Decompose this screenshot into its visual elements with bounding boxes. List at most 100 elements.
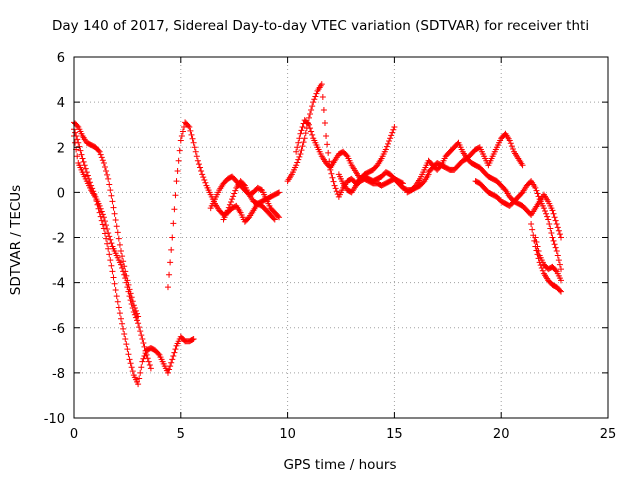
data-point bbox=[300, 139, 307, 146]
data-point bbox=[191, 144, 198, 151]
data-point bbox=[299, 143, 306, 150]
data-point bbox=[126, 356, 133, 363]
data-point bbox=[111, 280, 118, 287]
data-point bbox=[108, 192, 115, 199]
data-point bbox=[121, 330, 128, 337]
grid bbox=[74, 57, 608, 418]
data-point bbox=[558, 277, 565, 284]
data-point bbox=[78, 151, 85, 158]
data-point bbox=[80, 158, 87, 165]
data-point bbox=[509, 145, 516, 152]
data-point bbox=[116, 241, 123, 248]
y-tick-label: -2 bbox=[52, 232, 65, 247]
data-point bbox=[556, 261, 563, 268]
data-point bbox=[105, 175, 112, 182]
data-point bbox=[332, 185, 339, 192]
data-point bbox=[81, 162, 88, 169]
data-point bbox=[519, 162, 526, 169]
data-point bbox=[135, 381, 142, 388]
data-point bbox=[313, 90, 320, 97]
data-point bbox=[79, 155, 86, 162]
x-tick-label: 0 bbox=[70, 427, 78, 442]
y-tick-label: 6 bbox=[57, 51, 65, 66]
series-track-4 bbox=[164, 119, 283, 291]
data-point bbox=[105, 245, 112, 252]
data-point bbox=[307, 110, 314, 117]
data-point bbox=[103, 235, 110, 242]
data-point bbox=[166, 271, 173, 278]
data-point bbox=[538, 264, 545, 271]
data-point bbox=[296, 153, 303, 160]
data-point bbox=[166, 366, 173, 373]
data-point bbox=[132, 307, 139, 314]
data-point bbox=[129, 368, 136, 375]
data-point bbox=[224, 207, 231, 214]
data-point bbox=[552, 217, 559, 224]
data-point bbox=[186, 123, 193, 130]
y-tick-label: -4 bbox=[52, 277, 65, 292]
data-point bbox=[164, 369, 171, 376]
data-point bbox=[174, 167, 181, 174]
data-point bbox=[312, 93, 319, 100]
data-point bbox=[74, 136, 81, 143]
data-point bbox=[95, 147, 102, 154]
data-point bbox=[240, 181, 247, 188]
data-point bbox=[539, 267, 546, 274]
data-point bbox=[97, 151, 104, 158]
y-axis-label: SDTVAR / TECUs bbox=[8, 184, 24, 296]
data-point bbox=[178, 132, 185, 139]
data-point bbox=[169, 356, 176, 363]
data-point bbox=[384, 140, 391, 147]
data-point bbox=[122, 336, 129, 343]
data-point bbox=[98, 154, 105, 161]
data-point bbox=[106, 181, 113, 188]
data-point bbox=[549, 234, 556, 241]
data-point bbox=[305, 114, 312, 121]
data-point bbox=[310, 99, 317, 106]
data-point bbox=[540, 205, 547, 212]
data-point bbox=[125, 351, 132, 358]
data-point bbox=[112, 217, 119, 224]
data-point bbox=[168, 359, 175, 366]
data-point bbox=[101, 218, 108, 225]
data-point bbox=[333, 188, 340, 195]
data-point bbox=[167, 259, 174, 266]
series-track-13 bbox=[528, 220, 565, 295]
data-point bbox=[543, 210, 550, 217]
x-tick-label: 5 bbox=[177, 427, 185, 442]
data-point bbox=[72, 129, 79, 136]
y-tick-label: -8 bbox=[52, 367, 65, 382]
data-point bbox=[117, 248, 124, 255]
data-point bbox=[104, 240, 111, 247]
data-point bbox=[99, 221, 106, 228]
data-point bbox=[119, 253, 126, 260]
data-point bbox=[108, 262, 115, 269]
data-point bbox=[305, 121, 312, 128]
data-point bbox=[110, 274, 117, 281]
data-point bbox=[274, 213, 281, 220]
data-point bbox=[535, 193, 542, 200]
data-point bbox=[294, 159, 301, 166]
data-point bbox=[276, 189, 283, 196]
y-tick-label: 0 bbox=[57, 186, 65, 201]
data-point bbox=[318, 81, 325, 88]
data-point bbox=[541, 207, 548, 214]
data-point bbox=[202, 179, 209, 186]
data-point bbox=[227, 198, 234, 205]
x-axis-label: GPS time / hours bbox=[283, 457, 397, 473]
series-track-1 bbox=[71, 126, 197, 388]
data-point bbox=[140, 355, 147, 362]
data-point bbox=[387, 135, 394, 142]
y-tick-label: -10 bbox=[44, 412, 65, 427]
data-point bbox=[127, 360, 134, 367]
data-point bbox=[193, 153, 200, 160]
data-point bbox=[126, 286, 133, 293]
data-point bbox=[388, 132, 395, 139]
data-point bbox=[100, 225, 107, 232]
data-point bbox=[109, 268, 116, 275]
data-point bbox=[134, 310, 141, 317]
data-point bbox=[382, 146, 389, 153]
series-track-9 bbox=[335, 171, 432, 196]
data-point bbox=[124, 346, 131, 353]
data-point bbox=[138, 332, 145, 339]
